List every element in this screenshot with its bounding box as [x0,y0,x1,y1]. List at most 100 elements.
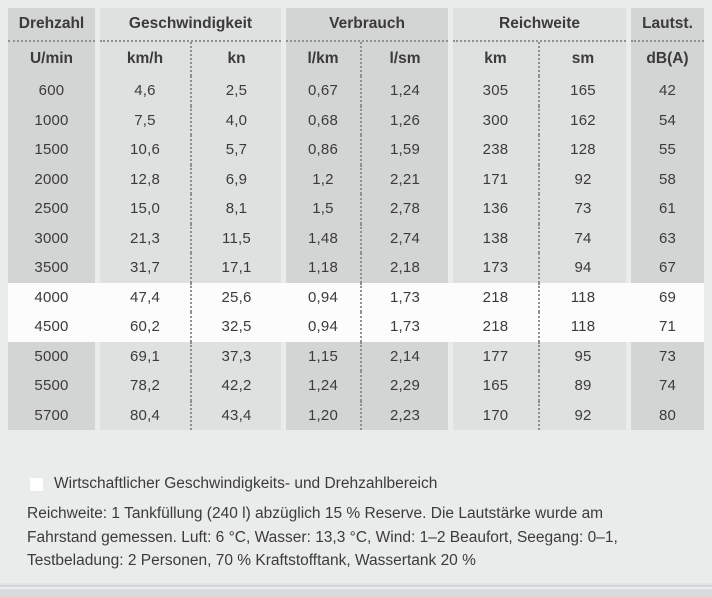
table-cell: 5500 [8,371,95,401]
table-cell: 2500 [8,194,95,224]
unit-cell: l/sm [360,42,448,76]
table-cell: 0,94 [286,312,360,342]
unit-cell: km [453,42,538,76]
table-cell: 7,5 [100,105,190,135]
table-cell: 92 [538,164,626,194]
table-cell: 60,2 [100,312,190,342]
table-cell: 118 [538,312,626,342]
table-row: 3000 21,3 11,5 1,48 2,74 138 74 63 [8,223,704,253]
table-cell: 25,6 [190,282,281,312]
table-cell: 1,24 [286,371,360,401]
table-cell: 4,0 [190,105,281,135]
table-cell: 1,2 [286,164,360,194]
table-cell: 1,5 [286,194,360,224]
table-cell: 2,5 [190,76,281,106]
table-cell: 118 [538,282,626,312]
table-cell: 171 [453,164,538,194]
group-header-cell: Lautst. [631,8,704,42]
table-row: 600 4,6 2,5 0,67 1,24 305 165 42 [8,76,704,106]
table-cell: 218 [453,312,538,342]
table-cell: 42 [631,76,704,106]
table-cell: 15,0 [100,194,190,224]
table-cell: 1,59 [360,135,448,165]
table-cell: 11,5 [190,223,281,253]
table-cell: 2000 [8,164,95,194]
table-cell: 5000 [8,341,95,371]
table-cell: 47,4 [100,282,190,312]
table-cell: 1,20 [286,400,360,430]
unit-cell: sm [538,42,626,76]
table-cell: 170 [453,400,538,430]
table-cell: 305 [453,76,538,106]
table-cell: 0,86 [286,135,360,165]
table-cell: 17,1 [190,253,281,283]
table-row: 4500 60,2 32,5 0,94 1,73 218 118 71 [8,312,704,342]
table-cell: 78,2 [100,371,190,401]
table-row: 1500 10,6 5,7 0,86 1,59 238 128 55 [8,135,704,165]
table-cell: 0,67 [286,76,360,106]
table-row: 5500 78,2 42,2 1,24 2,29 165 89 74 [8,371,704,401]
table-cell: 42,2 [190,371,281,401]
table-cell: 1,73 [360,282,448,312]
table-cell: 1,73 [360,312,448,342]
table-cell: 162 [538,105,626,135]
table-cell: 5700 [8,400,95,430]
table-cell: 2,29 [360,371,448,401]
table-cell: 31,7 [100,253,190,283]
table-cell: 165 [538,76,626,106]
table-cell: 600 [8,76,95,106]
table-row: 2500 15,0 8,1 1,5 2,78 136 73 61 [8,194,704,224]
table-cell: 80 [631,400,704,430]
table-cell: 54 [631,105,704,135]
table-cell: 0,94 [286,282,360,312]
table-cell: 67 [631,253,704,283]
table-cell: 0,68 [286,105,360,135]
table-row: 1000 7,5 4,0 0,68 1,26 300 162 54 [8,105,704,135]
table-cell: 2,74 [360,223,448,253]
table-cell: 1,24 [360,76,448,106]
table-cell: 12,8 [100,164,190,194]
table-cell: 1500 [8,135,95,165]
table-cell: 177 [453,341,538,371]
table-cell: 10,6 [100,135,190,165]
table-cell: 2,18 [360,253,448,283]
table-cell: 71 [631,312,704,342]
table-cell: 73 [538,194,626,224]
table-row: 5000 69,1 37,3 1,15 2,14 177 95 73 [8,341,704,371]
table-cell: 136 [453,194,538,224]
table-cell: 4,6 [100,76,190,106]
table-row: 5700 80,4 43,4 1,20 2,23 170 92 80 [8,400,704,430]
table-cell: 8,1 [190,194,281,224]
group-header-cell: Geschwindigkeit [100,8,281,42]
table-cell: 138 [453,223,538,253]
group-header-cell: Verbrauch [286,8,448,42]
table-cell: 4000 [8,282,95,312]
note-text: Reichweite: 1 Tankfüllung (240 l) abzügl… [27,505,618,569]
table-cell: 128 [538,135,626,165]
table-row: 4000 47,4 25,6 0,94 1,73 218 118 69 [8,282,704,312]
table-cell: 58 [631,164,704,194]
table-cell: 80,4 [100,400,190,430]
group-header-cell: Drehzahl [8,8,95,42]
unit-cell: U/min [8,42,95,76]
table-row: 3500 31,7 17,1 1,18 2,18 173 94 67 [8,253,704,283]
table-cell: 1,48 [286,223,360,253]
table-cell: 2,78 [360,194,448,224]
table-cell: 69 [631,282,704,312]
table-group-header-row: Drehzahl Geschwindigkeit Verbrauch Reichwei… [8,8,704,42]
unit-cell: l/km [286,42,360,76]
units-row: U/min km/h kn l/km l/sm km sm dB(A) [8,42,704,76]
table-cell: 2,21 [360,164,448,194]
table-cell: 238 [453,135,538,165]
table-cell: 300 [453,105,538,135]
table-cell: 61 [631,194,704,224]
table-cell: 2,23 [360,400,448,430]
table-cell: 74 [538,223,626,253]
table-cell: 92 [538,400,626,430]
table-cell: 74 [631,371,704,401]
table-cell: 3500 [8,253,95,283]
page-bottom-edge [0,583,712,597]
table-cell: 43,4 [190,400,281,430]
table-cell: 165 [453,371,538,401]
unit-cell: kn [190,42,281,76]
